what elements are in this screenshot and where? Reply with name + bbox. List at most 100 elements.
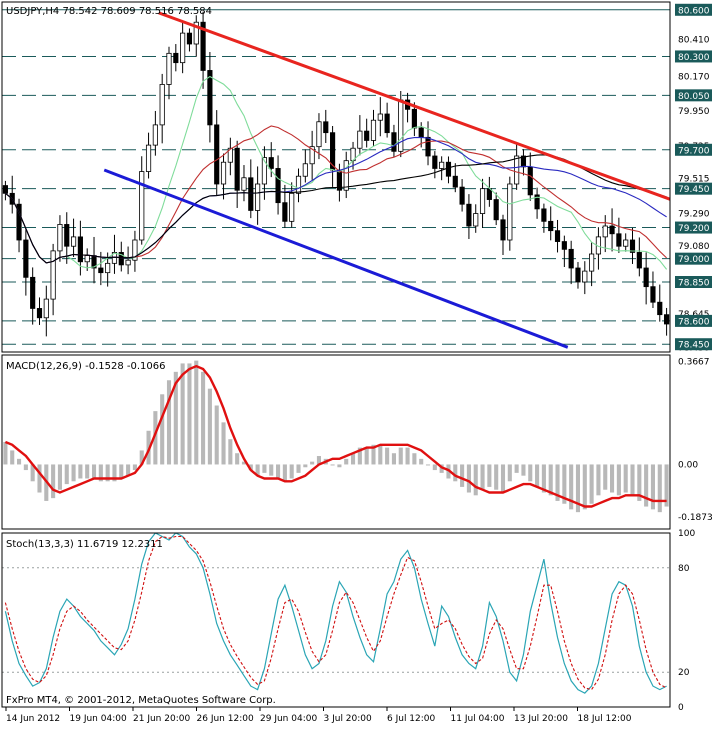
candle <box>64 224 70 247</box>
macd-bar <box>350 453 356 465</box>
macd-bar <box>357 447 362 465</box>
macd-bar <box>494 464 499 490</box>
level-tag-label: 78.600 <box>678 317 710 327</box>
x-tick-label: 13 Jul 20:00 <box>514 714 568 724</box>
stoch-main-line <box>4 533 667 694</box>
candle <box>370 119 377 141</box>
candle <box>173 52 179 64</box>
macd-bar <box>303 464 308 468</box>
candle <box>145 144 152 172</box>
macd-bar <box>64 464 69 485</box>
level-tag-label: 79.450 <box>678 185 710 195</box>
macd-bar <box>235 453 240 465</box>
macd-bar <box>248 464 253 471</box>
price-plot <box>2 9 670 349</box>
candle <box>200 21 206 71</box>
macd-bar <box>507 464 512 482</box>
candle <box>227 147 233 163</box>
price-header: USDJPY,H4 78.542 78.609 78.516 78.584 <box>6 6 212 17</box>
macd-header: MACD(12,26,9) -0.1528 -0.1066 <box>6 361 166 372</box>
macd-bar <box>85 464 90 479</box>
level-tag-label: 80.050 <box>678 92 710 102</box>
macd-bar <box>610 464 615 493</box>
candle <box>261 157 268 185</box>
macd-bar <box>582 464 587 510</box>
level-tag <box>675 89 712 102</box>
level-tag-label: 78.850 <box>678 279 710 289</box>
candle <box>548 220 554 232</box>
x-tick-label: 18 Jul 12:00 <box>578 714 632 724</box>
candle <box>268 157 274 169</box>
candle <box>166 52 172 85</box>
candle <box>57 224 63 252</box>
candle <box>534 194 540 210</box>
macd-bar <box>180 363 185 465</box>
macd-bar <box>569 464 574 510</box>
macd-bar <box>201 371 206 465</box>
macd-bar <box>664 464 669 507</box>
candle <box>541 208 547 222</box>
macd-bar <box>364 447 369 465</box>
candle <box>139 171 145 241</box>
price-tick-label: 79.080 <box>678 242 710 252</box>
macd-bar <box>541 464 546 493</box>
macd-bar <box>528 464 533 482</box>
macd-bar <box>166 380 172 465</box>
macd-tick-label: 0.00 <box>678 460 698 470</box>
candle <box>568 248 574 269</box>
candle <box>343 160 349 191</box>
macd-bar <box>221 422 226 465</box>
candle <box>282 202 288 222</box>
candle <box>220 161 227 185</box>
macd-bar <box>405 447 410 465</box>
candle <box>30 276 36 309</box>
x-tick-label: 21 Jun 20:00 <box>133 714 190 724</box>
resistance-trendline <box>158 11 670 201</box>
level-tag <box>675 50 712 63</box>
macd-bar <box>419 458 424 465</box>
candle <box>255 183 261 211</box>
macd-bar <box>603 464 608 490</box>
macd-tick-label: 0.3667 <box>678 358 710 368</box>
macd-bar <box>521 464 526 476</box>
macd-bar <box>119 464 124 479</box>
level-tag-label: 79.200 <box>678 224 710 234</box>
level-tag-label: 79.000 <box>678 255 710 265</box>
macd-plot <box>3 360 669 513</box>
macd-bar <box>453 464 458 482</box>
candle <box>466 203 472 227</box>
candle <box>118 252 124 266</box>
macd-bar <box>289 464 294 479</box>
macd-bar <box>548 464 553 496</box>
stoch-signal-line <box>4 535 667 691</box>
candle <box>180 32 186 64</box>
candle <box>159 84 165 126</box>
macd-bar <box>344 458 349 465</box>
macd-bar <box>71 464 76 482</box>
macd-bar <box>330 464 335 466</box>
stoch-frame <box>1 532 671 708</box>
macd-bar <box>337 464 342 468</box>
macd-bar <box>500 464 506 493</box>
stochastic-panel <box>2 533 670 694</box>
macd-bar <box>480 464 485 490</box>
macd-bar <box>132 464 137 471</box>
macd-bar <box>310 461 315 465</box>
candle <box>16 203 22 241</box>
macd-bar <box>650 464 656 510</box>
macd-bar <box>432 464 437 471</box>
candle <box>561 241 567 250</box>
level-tag <box>675 276 712 288</box>
price-tick-label: 80.410 <box>678 35 710 45</box>
macd-bar <box>460 464 465 487</box>
candle <box>377 113 383 121</box>
macd-bar <box>98 464 103 482</box>
candle <box>98 267 104 274</box>
candle <box>302 163 308 177</box>
macd-bar <box>187 363 192 465</box>
candle <box>214 124 220 185</box>
candle <box>77 236 83 263</box>
level-tag <box>675 143 712 156</box>
candle <box>207 70 213 126</box>
candle <box>657 301 663 316</box>
